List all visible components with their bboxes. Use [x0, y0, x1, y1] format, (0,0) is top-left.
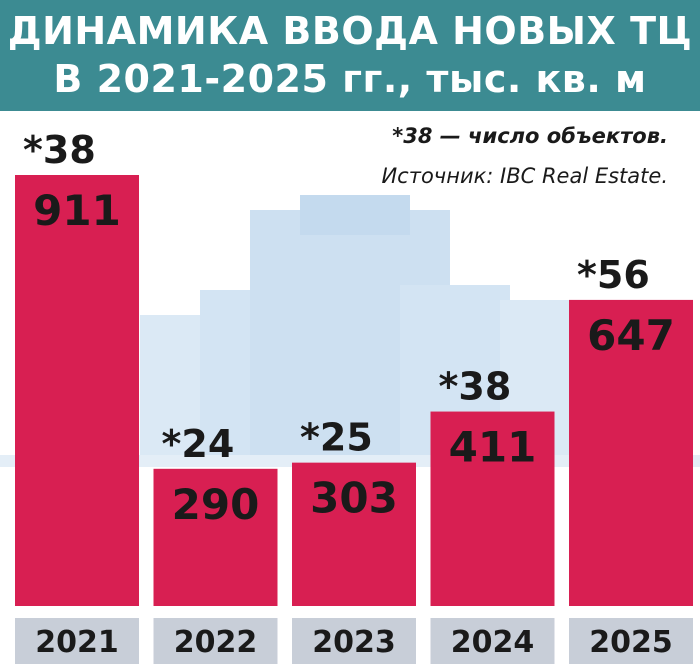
chart-title-line-2: В 2021-2025 гг., тыс. кв. м	[53, 57, 647, 101]
source-note: Источник: IBC Real Estate.	[381, 164, 668, 188]
bar-value-label: 911	[33, 186, 121, 235]
year-label-box	[15, 618, 139, 664]
chart-title-line-1: ДИНАМИКА ВВОДА НОВЫХ ТЦ	[7, 9, 693, 53]
bar-value-label: 647	[587, 311, 675, 360]
year-axis: 2021 2022 2023 2024 2025	[15, 618, 693, 664]
object-count-label: *25	[300, 416, 373, 460]
year-label-box	[569, 618, 693, 664]
bar-value-label: 303	[310, 474, 398, 523]
bar-2023	[292, 462, 416, 606]
bar-value-label: 411	[449, 423, 537, 472]
object-count-label: *56	[577, 253, 650, 297]
x-tick-label: 2023	[312, 625, 396, 660]
x-tick-label: 2025	[589, 625, 673, 660]
object-count-label: *38	[23, 128, 96, 172]
bar-2025	[569, 299, 693, 606]
bar-2024	[430, 411, 555, 606]
bars-group: 911 *38 290 *24 303 *25 411 *38 647 *56	[15, 128, 693, 606]
bar-value-label: 290	[172, 480, 260, 529]
object-count-label: *38	[439, 365, 512, 409]
footnote-count: *38 — число объектов.	[392, 124, 668, 148]
bar-2022	[153, 468, 278, 606]
x-tick-label: 2024	[451, 625, 535, 660]
x-tick-label: 2021	[35, 625, 119, 660]
year-label-box	[292, 618, 416, 664]
x-tick-label: 2022	[174, 625, 258, 660]
bar-2021	[15, 175, 139, 606]
year-label-box	[153, 618, 278, 664]
object-count-label: *24	[162, 422, 235, 466]
year-label-box	[430, 618, 555, 664]
chart-title-banner: ДИНАМИКА ВВОДА НОВЫХ ТЦ В 2021-2025 гг.,…	[0, 0, 700, 111]
